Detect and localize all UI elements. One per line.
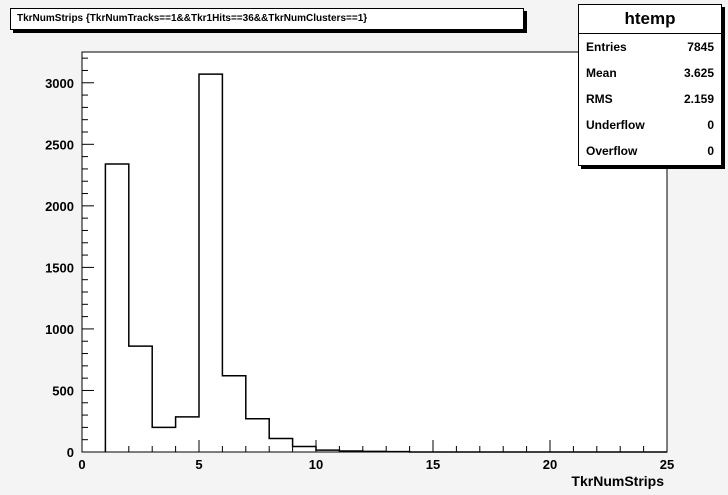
y-tick-label: 1000 — [45, 322, 74, 337]
x-axis-label: TkrNumStrips — [571, 473, 664, 489]
stats-row-entries: Entries 7845 — [579, 34, 721, 60]
stats-value: 3.625 — [683, 66, 714, 80]
y-tick-label: 2000 — [45, 199, 74, 214]
x-tick-label: 10 — [309, 457, 323, 472]
stats-value: 0 — [707, 118, 714, 132]
x-tick-label: 25 — [660, 457, 674, 472]
y-axis: 0 500 1000 1500 2000 2500 3000 — [45, 52, 94, 460]
stats-label: RMS — [586, 92, 613, 106]
stats-label: Overflow — [586, 144, 638, 158]
x-tick-label: 0 — [78, 457, 85, 472]
x-tick-label: 5 — [195, 457, 202, 472]
y-tick-label: 500 — [52, 383, 74, 398]
stats-label: Mean — [586, 66, 617, 80]
y-tick-label: 2500 — [45, 137, 74, 152]
stats-value: 2.159 — [683, 92, 714, 106]
stats-label: Underflow — [586, 118, 645, 132]
stats-value: 0 — [707, 144, 714, 158]
stats-row-rms: RMS 2.159 — [579, 86, 721, 112]
histogram-outline — [104, 73, 667, 453]
stats-row-overflow: Overflow 0 — [579, 138, 721, 164]
stats-label: Entries — [586, 40, 627, 54]
stats-name: htemp — [579, 5, 721, 34]
stats-box: htemp Entries 7845 Mean 3.625 RMS 2.159 … — [578, 4, 722, 166]
histogram-title: TkrNumStrips {TkrNumTracks==1&&Tkr1Hits=… — [10, 8, 524, 30]
stats-row-underflow: Underflow 0 — [579, 112, 721, 138]
y-tick-label: 0 — [67, 445, 74, 460]
x-tick-label: 20 — [543, 457, 557, 472]
y-tick-label: 1500 — [45, 260, 74, 275]
stats-value: 7845 — [687, 40, 714, 54]
y-tick-label: 3000 — [45, 76, 74, 91]
stats-row-mean: Mean 3.625 — [579, 60, 721, 86]
plot-frame — [81, 51, 668, 453]
x-tick-label: 15 — [426, 457, 440, 472]
